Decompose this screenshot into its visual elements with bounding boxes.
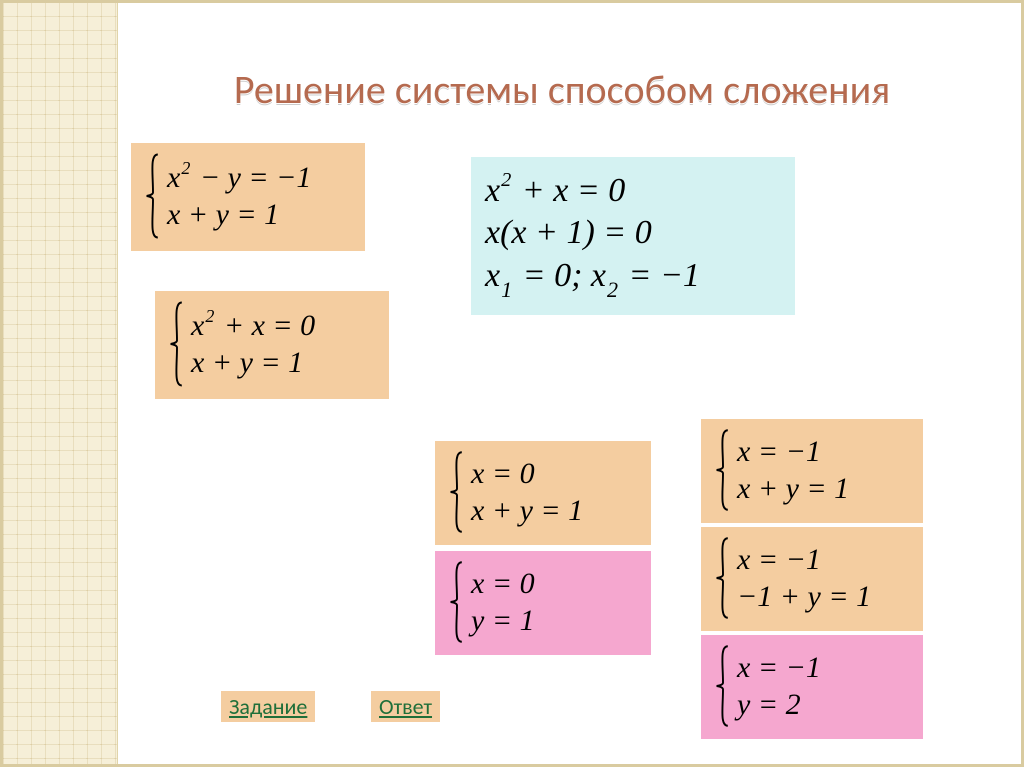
curly-brace-icon [449,451,465,534]
equation-line: x2 + x = 0 [191,307,375,345]
equation-line: x = −1 [737,649,909,687]
curly-brace-icon [145,153,161,239]
curly-brace-icon [449,561,465,644]
equation-box-b3: x2 + x = 0x(x + 1) = 0x1 = 0; x2 = −1 [471,157,795,315]
equation-line: x = 0 [471,565,637,603]
curly-brace-icon [715,645,731,728]
equation-line: x + y = 1 [737,470,909,508]
equation-line: x2 + x = 0 [485,170,781,213]
slide: Решение системы способом сложения x2 − y… [0,0,1024,767]
equation-box-b1: x2 − y = −1x + y = 1 [131,143,365,251]
equation-line: x = −1 [737,433,909,471]
equation-line: y = 1 [471,602,637,640]
equation-box-b7: x = −1−1 + y = 1 [701,527,923,631]
equation-line: y = 2 [737,686,909,724]
answer-link[interactable]: Ответ [371,691,440,722]
equation-box-b6: x = −1x + y = 1 [701,419,923,523]
curly-brace-icon [715,537,731,620]
curly-brace-icon [715,429,731,512]
equation-line: x = 0 [471,455,637,493]
equation-line: x = −1 [737,541,909,579]
slide-title: Решение системы способом сложения [143,65,981,114]
decorative-sidebar [3,3,118,764]
equation-line: −1 + y = 1 [737,578,909,616]
curly-brace-icon [169,301,185,387]
equation-line: x(x + 1) = 0 [485,212,781,255]
equation-box-b5: x = 0y = 1 [435,551,651,655]
equation-line: x1 = 0; x2 = −1 [485,255,781,300]
task-link[interactable]: Задание [221,691,315,722]
equation-box-b8: x = −1y = 2 [701,635,923,739]
equation-line: x + y = 1 [167,196,351,234]
equation-box-b4: x = 0x + y = 1 [435,441,651,545]
equation-line: x + y = 1 [191,344,375,382]
equation-line: x + y = 1 [471,492,637,530]
equation-box-b2: x2 + x = 0x + y = 1 [155,291,389,399]
equation-line: x2 − y = −1 [167,159,351,197]
